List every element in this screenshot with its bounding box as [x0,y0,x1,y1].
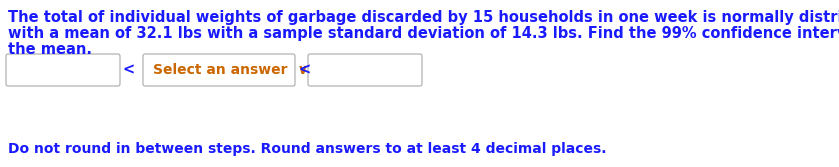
Text: The total of individual weights of garbage discarded by 15 households in one wee: The total of individual weights of garba… [8,10,839,25]
FancyBboxPatch shape [6,54,120,86]
FancyBboxPatch shape [143,54,295,86]
Text: <: < [298,62,310,77]
Text: <: < [123,62,135,77]
Text: Do not round in between steps. Round answers to at least 4 decimal places.: Do not round in between steps. Round ans… [8,142,607,156]
Text: the mean.: the mean. [8,42,92,57]
Text: with a mean of 32.1 lbs with a sample standard deviation of 14.3 lbs. Find the 9: with a mean of 32.1 lbs with a sample st… [8,26,839,41]
Text: Select an answer  ∨: Select an answer ∨ [153,63,309,77]
FancyBboxPatch shape [308,54,422,86]
